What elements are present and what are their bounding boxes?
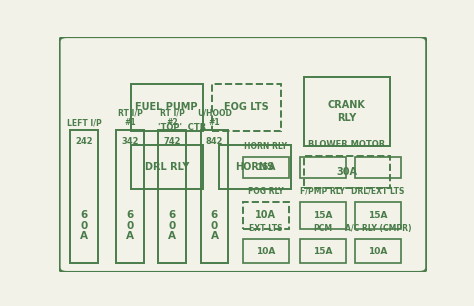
FancyBboxPatch shape [59,37,427,272]
Bar [355,239,401,263]
Bar [116,130,144,263]
Text: 742: 742 [164,137,181,146]
Text: RT I/P
#2: RT I/P #2 [160,109,185,127]
Bar [243,239,289,263]
Bar [355,157,401,178]
Text: 15A: 15A [256,163,276,172]
Text: 6
0
A: 6 0 A [126,210,134,241]
Text: 15A: 15A [368,211,388,220]
Bar [243,202,289,229]
Bar [70,130,98,263]
Bar [158,130,186,263]
Text: 30A: 30A [336,166,357,177]
Text: F/PMP RLY: F/PMP RLY [301,187,345,196]
Bar [300,157,346,178]
Text: 15A: 15A [313,211,333,220]
Bar [219,145,291,189]
Text: FUEL PUMP: FUEL PUMP [136,103,198,112]
Text: CRANK
RLY: CRANK RLY [328,100,365,123]
Text: 15A: 15A [313,247,333,256]
Bar [201,130,228,263]
Bar [243,157,289,178]
Text: DRL/EXT LTS: DRL/EXT LTS [351,187,405,196]
Bar [355,202,401,229]
Text: 10A: 10A [255,210,276,220]
Text: 10A: 10A [368,247,388,256]
Text: 842: 842 [206,137,223,146]
Bar [303,156,390,188]
Text: RT I/P
#1: RT I/P #1 [118,109,142,127]
Text: LEFT I/P: LEFT I/P [67,118,101,127]
Text: 10A: 10A [256,247,275,256]
Text: A/C RLY (CMPR): A/C RLY (CMPR) [345,225,411,233]
Text: 6
0
A: 6 0 A [168,210,176,241]
Bar [303,77,390,146]
Bar [212,84,282,131]
Bar [300,202,346,229]
Text: U/HOOD
#1: U/HOOD #1 [197,109,232,127]
Bar [131,84,202,131]
Text: HORNS: HORNS [235,162,274,172]
Text: 242: 242 [75,137,93,146]
Text: 6
0
A: 6 0 A [210,210,219,241]
Text: DRL RLY: DRL RLY [145,162,189,172]
Text: 342: 342 [121,137,139,146]
Text: HORN RLY: HORN RLY [245,142,287,151]
Bar [131,145,202,189]
Text: BLOWER MOTOR: BLOWER MOTOR [308,140,385,149]
Text: EXT LTS: EXT LTS [249,225,283,233]
Text: PCM: PCM [313,225,332,233]
Bar [300,239,346,263]
Text: FOG LTS: FOG LTS [224,103,269,112]
Text: FOG RLY: FOG RLY [248,187,284,196]
Text: 6
0
A: 6 0 A [80,210,88,241]
Text: 'TOP'  CTR: 'TOP' CTR [158,123,207,132]
